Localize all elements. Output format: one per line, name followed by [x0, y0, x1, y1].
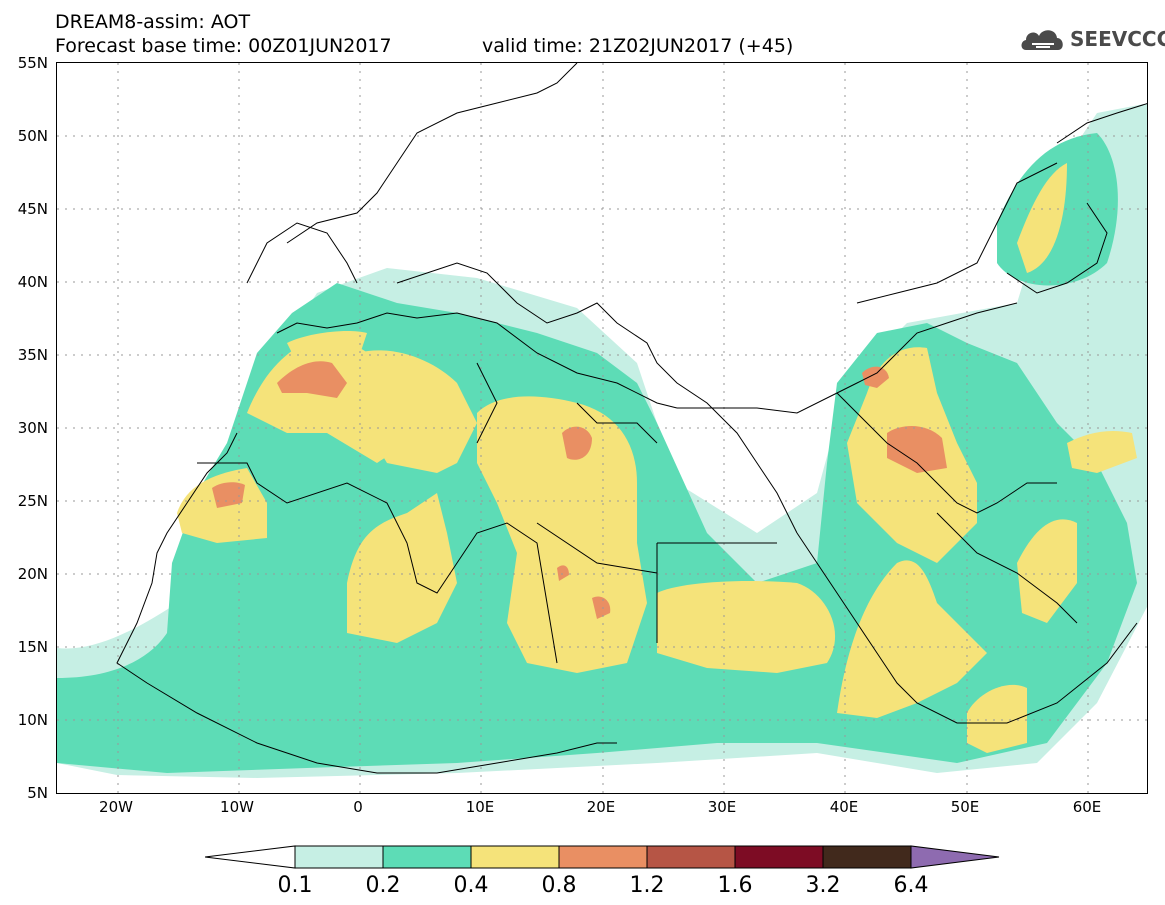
lat-label: 25N: [17, 492, 48, 510]
aot-map-canvas: [57, 63, 1147, 793]
colorbar-swatch-3: [470, 845, 560, 869]
lon-label: 50E: [950, 798, 980, 816]
lon-label: 60E: [1072, 798, 1102, 816]
colorbar-swatch-below: [204, 845, 296, 869]
lat-label: 40N: [17, 273, 48, 291]
colorbar-svg: [204, 845, 1000, 869]
colorbar-swatch-above: [910, 845, 1000, 869]
lat-label: 45N: [17, 200, 48, 218]
lat-label: 20N: [17, 565, 48, 583]
coastlines: [116, 63, 1147, 774]
lon-label: 0: [353, 798, 363, 816]
lat-label: 10N: [17, 711, 48, 729]
colorbar-label: 0.2: [365, 873, 401, 898]
colorbar-label: 0.8: [541, 873, 577, 898]
colorbar-swatch-4: [558, 845, 648, 869]
cloud-logo-icon: [1021, 30, 1063, 50]
lon-label: 30E: [707, 798, 737, 816]
colorbar-label: 0.4: [453, 873, 489, 898]
forecast-base-time: Forecast base time: 00Z01JUN2017: [55, 35, 392, 57]
map-gridlines: [57, 63, 1147, 793]
lon-label: 10W: [220, 798, 254, 816]
lon-label: 10E: [465, 798, 495, 816]
lon-label: 40E: [829, 798, 859, 816]
colorbar-label: 1.6: [717, 873, 753, 898]
colorbar-label: 1.2: [629, 873, 665, 898]
lat-label: 15N: [17, 638, 48, 656]
colorbar: [204, 842, 1000, 872]
logo-text: SEEVCCC: [1070, 27, 1165, 51]
lat-label: 5N: [27, 784, 48, 802]
valid-time: valid time: 21Z02JUN2017 (+45): [482, 35, 794, 57]
map-title: DREAM8-assim: AOT: [55, 11, 251, 33]
colorbar-swatch-1: [294, 845, 384, 869]
colorbar-label: 6.4: [893, 873, 929, 898]
lat-label: 30N: [17, 419, 48, 437]
lat-label: 55N: [17, 54, 48, 72]
lon-label: 20W: [99, 798, 133, 816]
seevccc-logo: SEEVCCC: [1018, 22, 1165, 56]
aot-map: [56, 62, 1148, 794]
colorbar-swatch-2: [382, 845, 472, 869]
lat-label: 35N: [17, 346, 48, 364]
colorbar-label: 3.2: [805, 873, 841, 898]
colorbar-swatch-6: [734, 845, 824, 869]
colorbar-swatch-5: [646, 845, 736, 869]
lat-label: 50N: [17, 127, 48, 145]
colorbar-label: 0.1: [277, 873, 313, 898]
colorbar-swatch-7: [822, 845, 912, 869]
aot-field-level-4: [212, 361, 947, 619]
lon-label: 20E: [586, 798, 616, 816]
